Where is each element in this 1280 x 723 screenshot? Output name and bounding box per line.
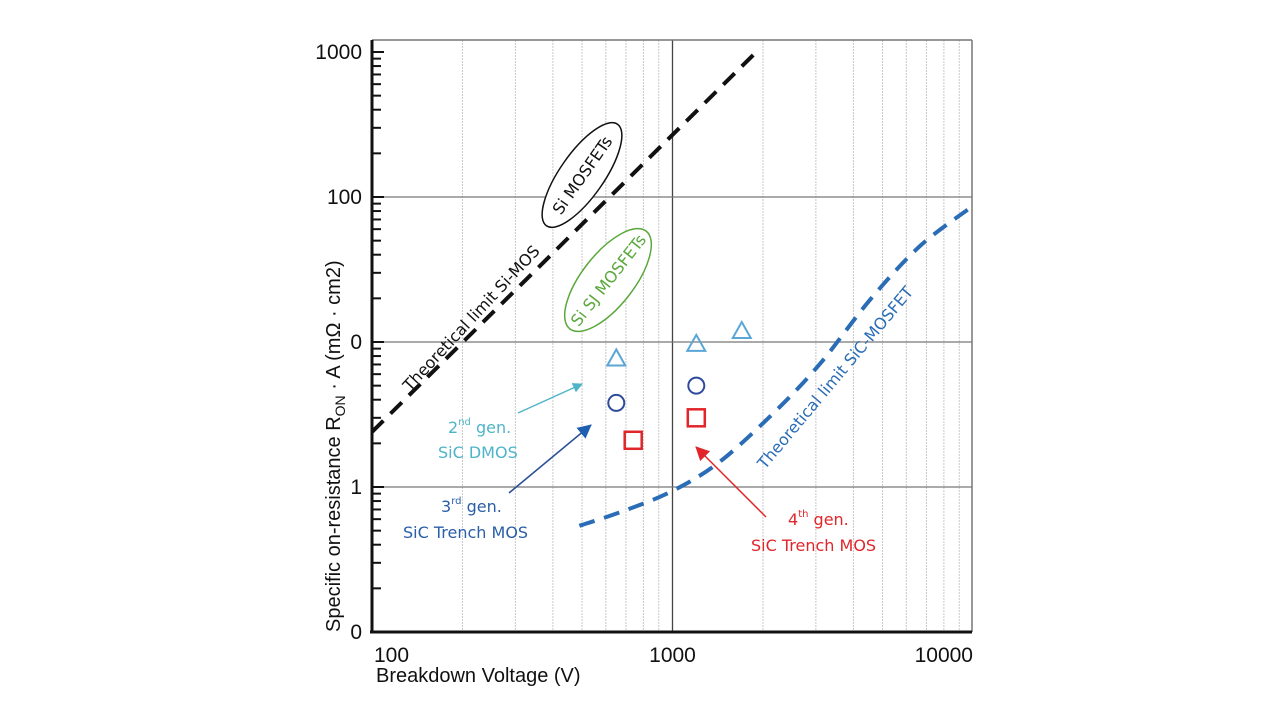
gen4-ordinal-suffix: th [798,509,808,520]
x-tick-label: 1000 [649,644,696,667]
gen3-arrow [508,424,592,494]
x-tick-label: 10000 [915,644,973,667]
square-marker [686,408,707,428]
minor-gridlines [461,40,960,632]
major-gridlines [372,40,972,632]
square-marker [623,430,643,451]
y-tick-label: 0 [350,331,362,354]
x-tick-label: 100 [374,644,409,667]
gen4-arrow [695,446,767,518]
svg-text:2nd gen.: 2nd gen. [448,417,511,437]
y-minor-ticks [372,51,384,633]
gen4-device: SiC Trench MOS [751,536,876,555]
x-tick-labels: 100 1000 10000 [374,644,973,667]
gen3-ordinal-suffix: rd [451,496,461,507]
svg-text:4th gen.: 4th gen. [788,509,849,529]
gen2-ordinal-suffix: nd [458,417,471,428]
gen2-device: SiC DMOS [438,443,518,462]
si-mosfets-ellipse [541,121,623,229]
gen2-gen: gen. [471,418,511,437]
gen4-annotation: 4th gen. SiC Trench MOS [751,509,876,555]
y-tick-label: 1 [350,476,362,499]
circle-marker [687,376,706,395]
y-axis-title-prefix: Specific on-resistance R [323,416,345,632]
si-sj-mosfets-region: Si SJ MOSFETs [563,227,653,333]
y-tick-label: 0 [350,621,362,644]
gen2-ordinal: 2 [448,418,458,437]
gen3-gen: gen. [461,497,501,516]
gen3-device: SiC Trench MOS [403,523,528,542]
x-axis-title: Breakdown Voltage (V) [376,665,581,687]
svg-text:3rd gen.: 3rd gen. [441,496,502,516]
gen3-annotation: 3rd gen. SiC Trench MOS [403,496,528,542]
data-markers [605,320,753,451]
sic-limit-line [578,204,974,528]
gen4-ordinal: 4 [788,510,798,529]
si-limit-label: Theoretical limit Si-MOS [398,242,543,396]
y-axis-title-suffix: · A (mΩ · cm2) [323,260,345,395]
y-tick-label: 1000 [315,41,362,64]
y-axis-title-sub: ON [332,395,348,416]
triangle-marker [685,332,708,352]
gen2-annotation: 2nd gen. SiC DMOS [438,417,518,462]
y-axis-title: Specific on-resistance RON · A (mΩ · cm2… [323,260,348,632]
gen4-gen: gen. [808,510,848,529]
gen3-ordinal: 3 [441,497,451,516]
sic-limit-label: Theoretical limit SiC-MOSFET [753,283,917,474]
si-limit-line [370,50,758,434]
gen2-arrow [517,383,583,414]
circle-marker [607,393,626,412]
si-sj-mosfets-ellipse [563,227,653,333]
triangle-marker [605,347,627,367]
y-tick-label: 100 [327,186,362,209]
triangle-marker [731,320,753,340]
